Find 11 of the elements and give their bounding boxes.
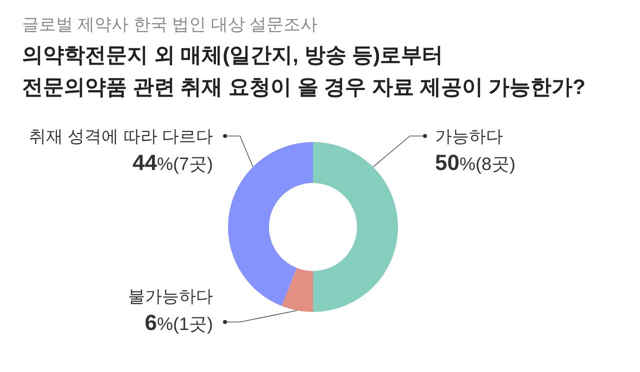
chart-title: 의약학전문지 외 매체(일간지, 방송 등)로부터 전문의약품 관련 취재 요청이 올 경우 자료 제공이 가능한가? [22, 44, 586, 99]
slice-label: 불가능하다 [128, 287, 213, 306]
data-label: 50%(8곳) [435, 150, 516, 175]
data-label: 6%(1곳) [144, 310, 213, 335]
data-label: 44%(7곳) [132, 150, 213, 175]
chart-subtitle: 글로벌 제약사 한국 법인 대상 설문조사 [22, 15, 318, 34]
donut-slice [313, 142, 398, 312]
slice-label: 취재 성격에 따라 다르다 [28, 127, 213, 146]
donut-slice [228, 142, 313, 306]
slice-label: 가능하다 [435, 127, 503, 146]
donut-slice [282, 268, 313, 312]
